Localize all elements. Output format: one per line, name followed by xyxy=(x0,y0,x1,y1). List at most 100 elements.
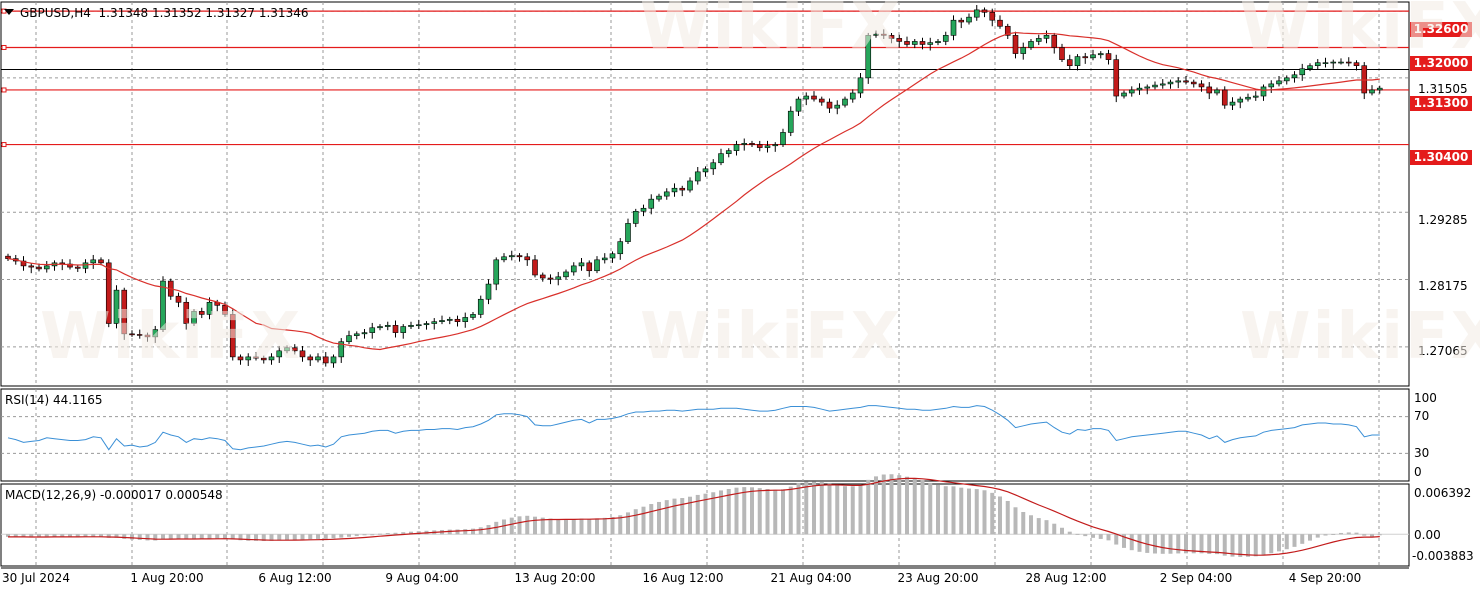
macd-bar xyxy=(285,534,289,541)
macd-bar xyxy=(1215,534,1219,555)
macd-bar xyxy=(261,534,266,542)
macd-bar xyxy=(75,534,80,537)
candle xyxy=(28,265,35,268)
dropdown-arrow-icon[interactable] xyxy=(4,9,14,15)
macd-bar xyxy=(680,498,685,535)
candle xyxy=(594,259,600,272)
macd-bar xyxy=(1029,515,1033,535)
candle xyxy=(260,357,267,361)
candle xyxy=(997,19,1003,27)
macd-bar xyxy=(385,533,390,535)
macd-bar xyxy=(308,534,313,540)
candle xyxy=(601,257,608,261)
candle xyxy=(880,33,887,36)
time-tick: 28 Aug 12:00 xyxy=(1025,571,1107,585)
candle xyxy=(718,153,724,164)
candle xyxy=(307,356,314,361)
candle xyxy=(1237,98,1244,103)
candle xyxy=(973,9,980,18)
rsi-label: RSI(14) 44.1165 xyxy=(5,393,103,407)
candle xyxy=(539,274,546,279)
candle xyxy=(1012,35,1019,54)
candle xyxy=(1361,65,1368,94)
candle xyxy=(671,187,678,193)
candle xyxy=(1268,83,1275,88)
candle xyxy=(989,12,996,21)
macd-bar xyxy=(1377,534,1382,536)
candle xyxy=(1206,86,1213,94)
macd-bar xyxy=(416,531,421,535)
macd-bar xyxy=(378,533,382,535)
macd-bar xyxy=(1114,534,1119,545)
level-label[interactable]: 1.32000 xyxy=(1410,56,1472,71)
candle xyxy=(330,356,337,364)
level-handle xyxy=(1,87,7,93)
macd-bar xyxy=(1129,534,1134,551)
candle xyxy=(501,256,507,261)
candle xyxy=(826,101,833,109)
pane-border xyxy=(0,1,1410,387)
candle xyxy=(369,327,376,333)
macd-bar xyxy=(967,488,971,535)
macd-bar xyxy=(703,493,708,535)
candle xyxy=(113,289,120,324)
macd-bar xyxy=(1160,534,1165,554)
candle xyxy=(1097,53,1104,56)
macd-bar xyxy=(1199,534,1204,554)
candle xyxy=(20,260,27,267)
candle xyxy=(656,195,662,200)
macd-bar xyxy=(137,534,142,540)
level-label[interactable]: 1.30400 xyxy=(1410,150,1472,165)
candle xyxy=(1159,83,1166,86)
current-price-label: 1.31505 xyxy=(1418,82,1468,96)
macd-bar xyxy=(664,500,669,535)
macd-bar xyxy=(781,489,785,535)
macd-bar xyxy=(1284,534,1289,550)
candle xyxy=(935,41,941,43)
candle xyxy=(508,255,515,258)
level-label[interactable]: 1.32600 xyxy=(1410,22,1472,37)
candle xyxy=(966,16,972,23)
macd-bar xyxy=(928,482,933,535)
level-label[interactable]: 1.31300 xyxy=(1410,96,1472,111)
price-tick: 1.28175 xyxy=(1418,279,1468,293)
macd-bar xyxy=(502,519,506,535)
rsi-tick: 100 xyxy=(1414,391,1437,405)
macd-bar xyxy=(571,519,576,535)
macd-bar xyxy=(564,519,568,535)
candle xyxy=(911,41,918,45)
time-tick: 9 Aug 04:00 xyxy=(385,571,459,585)
candle xyxy=(904,41,910,45)
macd-bar xyxy=(339,534,344,538)
candle xyxy=(873,33,879,36)
candle xyxy=(749,143,755,145)
candle xyxy=(570,265,577,273)
candle xyxy=(384,325,391,327)
candle xyxy=(942,35,949,42)
ohlc-values: 1.31348 1.31352 1.31327 1.31346 xyxy=(98,6,309,20)
candle xyxy=(392,325,399,333)
macd-bar xyxy=(649,504,654,535)
candle xyxy=(253,356,259,359)
candle xyxy=(1369,89,1375,94)
pane-border xyxy=(0,483,1410,567)
candle xyxy=(1214,89,1220,94)
macd-bar xyxy=(1362,534,1367,536)
candle xyxy=(524,256,531,261)
macd-bar xyxy=(463,529,468,535)
candle xyxy=(322,356,329,364)
macd-bar xyxy=(83,534,88,537)
level-handle xyxy=(1,44,7,50)
candle xyxy=(1322,62,1329,64)
macd-bar xyxy=(1060,527,1064,535)
candle xyxy=(477,298,484,315)
macd-bar xyxy=(695,494,700,535)
candle xyxy=(415,324,422,327)
macd-label: MACD(12,26,9) -0.000017 0.000548 xyxy=(5,488,223,502)
candle xyxy=(648,198,655,209)
candle xyxy=(1183,80,1189,83)
candle xyxy=(284,347,290,352)
macd-bar xyxy=(13,534,18,538)
candle xyxy=(1198,83,1205,88)
